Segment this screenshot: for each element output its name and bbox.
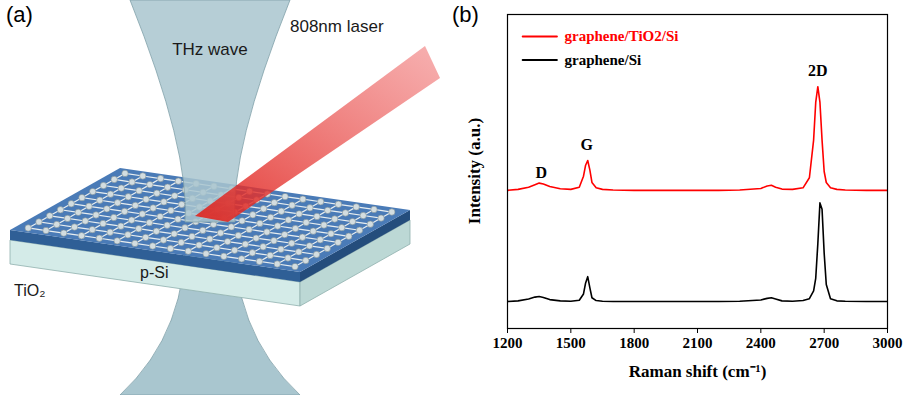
svg-text:1500: 1500 bbox=[556, 335, 586, 351]
html-text:(b): (b) bbox=[452, 2, 479, 27]
svg-text:Raman shift (cm⁻¹): Raman shift (cm⁻¹) bbox=[629, 362, 767, 381]
svg-text:3000: 3000 bbox=[873, 335, 903, 351]
svg-text:graphene/TiO2/Si: graphene/TiO2/Si bbox=[565, 28, 679, 44]
svg-text:THz wave: THz wave bbox=[172, 40, 248, 59]
svg-text:p-Si: p-Si bbox=[140, 264, 168, 281]
svg-text:1800: 1800 bbox=[619, 335, 649, 351]
svg-text:G: G bbox=[580, 136, 593, 153]
svg-text:D: D bbox=[535, 164, 547, 181]
svg-text:2700: 2700 bbox=[809, 335, 839, 351]
svg-text:2D: 2D bbox=[808, 62, 828, 79]
html-text:Intensity (a.u.): Intensity (a.u.) bbox=[465, 117, 484, 225]
svg-text:2400: 2400 bbox=[746, 335, 776, 351]
svg-text:1200: 1200 bbox=[493, 335, 523, 351]
svg-text:2100: 2100 bbox=[683, 335, 713, 351]
svg-text:808nm laser: 808nm laser bbox=[290, 17, 384, 36]
svg-text:TiO₂: TiO₂ bbox=[14, 282, 45, 299]
html-text:(a): (a) bbox=[6, 2, 33, 27]
svg-text:graphene/Si: graphene/Si bbox=[565, 52, 642, 68]
